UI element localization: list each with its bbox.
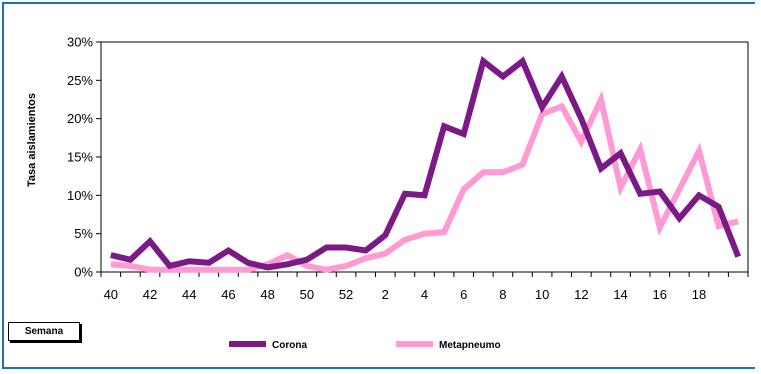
x-tick-label: 6	[460, 287, 467, 302]
y-tick-label: 5%	[74, 226, 93, 241]
y-tick-label: 15%	[67, 150, 93, 165]
x-tick-label: 8	[499, 287, 506, 302]
y-tick-label: 30%	[67, 35, 93, 50]
y-axis: 0% 5% 10% 15% 20% 25% 30%	[67, 35, 101, 280]
x-axis: 40 42 44 46 48 50 52 2 4 6 8 10 12 14 16 18	[100, 272, 749, 302]
x-tick-label: 48	[260, 287, 274, 302]
x-tick-label: 46	[221, 287, 235, 302]
plot-border	[100, 41, 749, 273]
x-tick-label: 16	[653, 287, 667, 302]
legend-label-corona: Corona	[272, 340, 307, 351]
x-tick-label: 12	[574, 287, 588, 302]
legend: Corona Metapneumo	[229, 340, 501, 351]
x-axis-label: Semana	[8, 322, 80, 341]
x-tick-label: 50	[300, 287, 314, 302]
y-tick-label: 0%	[74, 265, 93, 280]
x-tick-label: 52	[339, 287, 353, 302]
x-tick-label: 18	[692, 287, 706, 302]
series-lines	[110, 56, 741, 273]
y-tick-label: 25%	[67, 73, 93, 88]
x-tick-label: 2	[382, 287, 389, 302]
plot-area	[100, 41, 749, 273]
y-axis-label: Tasa aislamientos	[26, 93, 38, 187]
series-line-metapneumo	[110, 90, 739, 273]
y-axis-title: Tasa aislamientos	[26, 93, 38, 187]
legend-label-metapneumo: Metapneumo	[439, 340, 501, 351]
x-tick-label: 40	[104, 287, 118, 302]
x-tick-label: 4	[421, 287, 428, 302]
chart-frame	[2, 2, 755, 369]
x-tick-label: 44	[182, 287, 196, 302]
y-tick-label: 20%	[67, 111, 93, 126]
x-tick-label: 10	[535, 287, 549, 302]
series-line-corona	[110, 56, 741, 271]
x-tick-label: 42	[143, 287, 157, 302]
y-tick-label: 10%	[67, 188, 93, 203]
x-tick-label: 14	[613, 287, 627, 302]
